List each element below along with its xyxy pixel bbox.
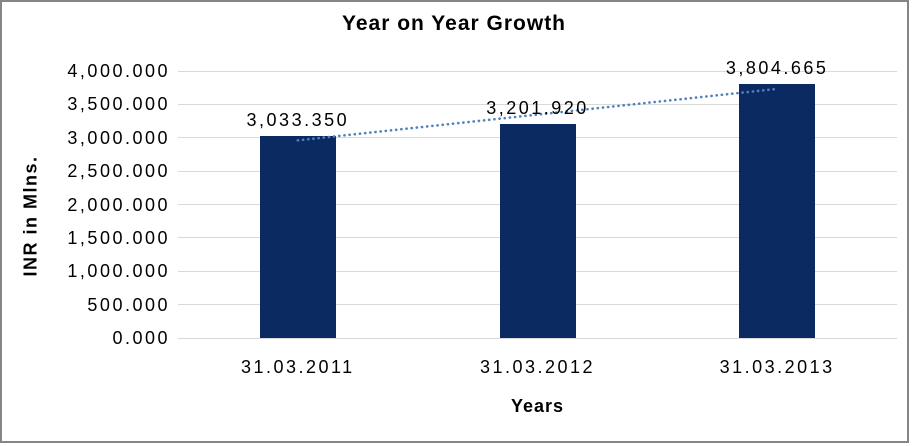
y-tick-label: 3,000.000 <box>67 127 170 148</box>
y-tick-label: 500.000 <box>87 294 170 315</box>
bar-data-label: 3,804.665 <box>725 58 829 79</box>
y-tick-label: 1,500.000 <box>67 227 170 248</box>
gridline <box>178 103 897 105</box>
bar <box>259 135 336 338</box>
gridline <box>178 337 897 339</box>
y-tick-label: 4,000.000 <box>67 61 170 81</box>
x-category-label: 31.03.2012 <box>479 357 596 377</box>
bar-data-label: 3,033.350 <box>246 109 350 130</box>
y-tick-label: 3,500.000 <box>67 94 170 115</box>
x-axis-title: Years <box>510 396 565 416</box>
y-tick-label: 1,000.000 <box>67 261 170 282</box>
gridline <box>178 70 897 72</box>
bar-data-label: 3,201.920 <box>486 98 589 119</box>
plot-area <box>178 70 897 339</box>
bar <box>739 84 816 338</box>
x-category-label: 31.03.2011 <box>240 357 355 377</box>
bar <box>499 124 576 338</box>
y-tick-label: 2,000.000 <box>67 194 170 215</box>
chart-title: Year on Year Growth <box>341 12 567 35</box>
y-tick-label: 2,500.000 <box>67 161 170 182</box>
trendline <box>296 87 779 142</box>
x-category-label: 31.03.2013 <box>719 357 835 377</box>
y-tick-label: 0.000 <box>112 328 170 348</box>
